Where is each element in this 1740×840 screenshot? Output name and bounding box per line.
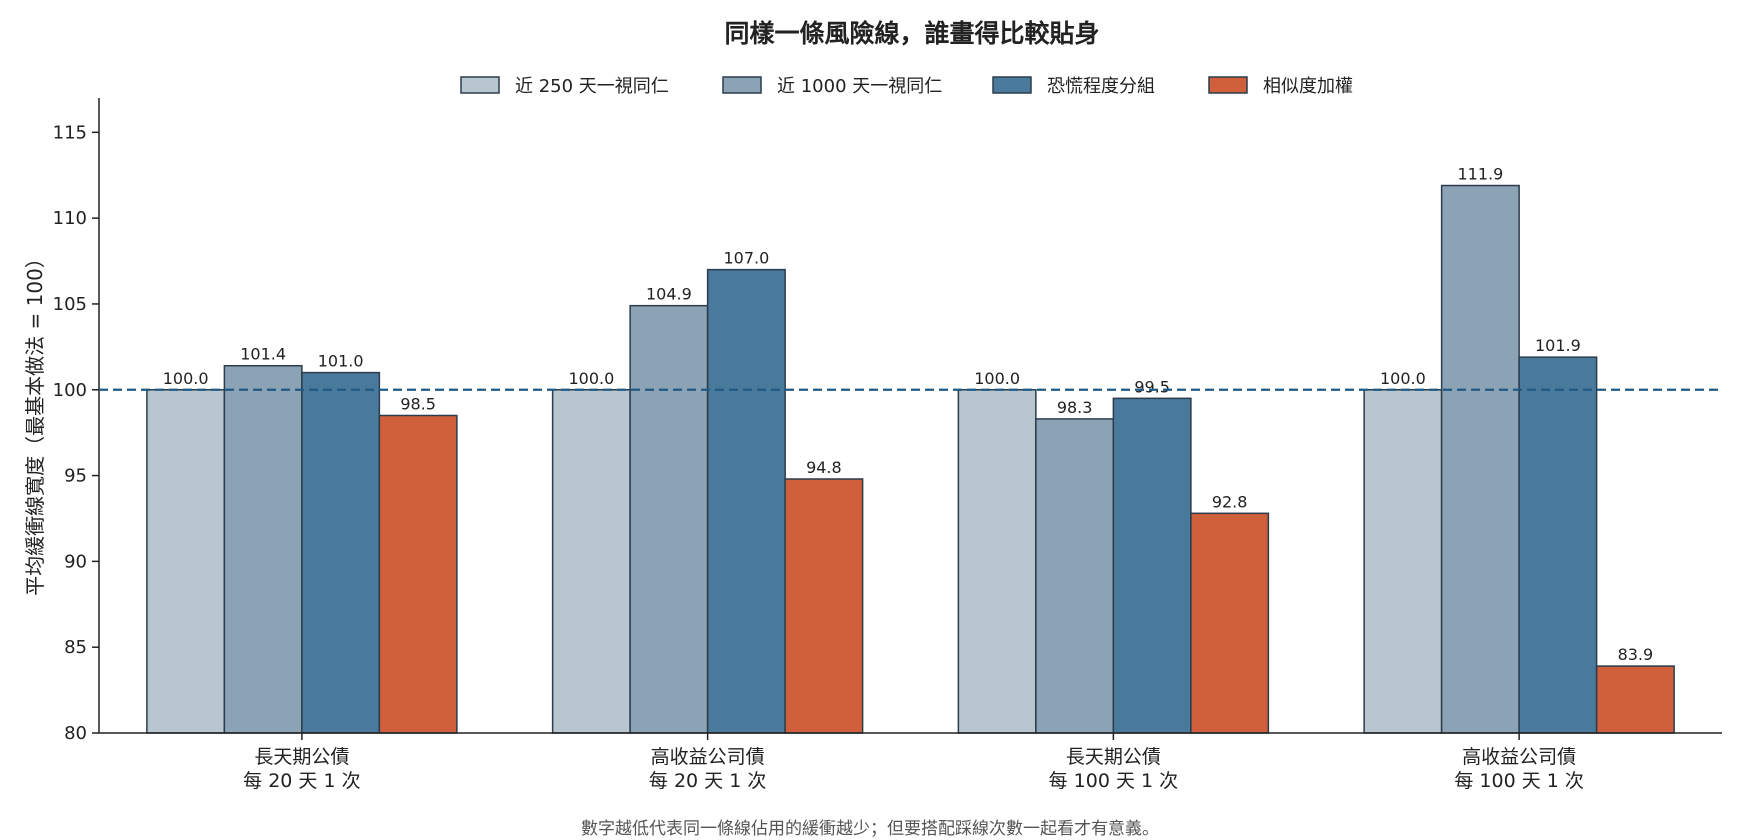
x-tick-label: 每 100 天 1 次 [1454,770,1584,792]
y-axis-title: 平均緩衝線寬度（最基本做法 = 100） [23,248,47,596]
bar-value-label: 83.9 [1618,645,1654,664]
legend: 近 250 天一視同仁 近 1000 天一視同仁 恐慌程度分組 相似度加權 [460,76,1353,97]
legend-label: 相似度加權 [1263,76,1353,97]
bar-value-label: 107.0 [723,249,769,268]
x-tick-label: 高收益公司債 [1462,746,1576,768]
legend-swatch [992,76,1032,94]
bar [1363,389,1443,734]
bar-labels: 100.0 101.4 101.0 98.5 100.0 104.9 107.0 94.8 10… [163,165,1653,665]
bar-value-label: 94.8 [806,458,842,477]
bar [378,414,458,734]
bar [223,364,303,734]
bar [629,304,709,734]
y-tick-label: 110 [53,208,87,229]
chart-title: 同樣一條風險線，誰畫得比較貼身 [724,19,1099,48]
legend-swatch [722,76,762,94]
y-tick-label: 95 [64,466,87,487]
x-tick-label: 每 100 天 1 次 [1049,770,1179,792]
bar [706,268,786,734]
bar-value-label: 100.0 [974,369,1020,388]
bar-value-label: 111.9 [1457,165,1503,184]
bar-value-label: 100.0 [163,369,209,388]
legend-label: 近 250 天一視同仁 [515,76,669,97]
y-axis: 80 85 90 95 100 105 110 115 [53,98,100,744]
y-tick-label: 85 [64,637,87,658]
legend-swatch [1208,76,1248,94]
bar-value-label: 101.9 [1535,336,1581,355]
bar [784,478,864,734]
bar-value-label: 99.5 [1134,377,1170,396]
bar [146,389,226,734]
x-tick-label: 每 20 天 1 次 [243,770,360,792]
y-tick-label: 105 [53,294,87,315]
footnote: 數字越低代表同一條線佔用的緩衝越少；但要搭配踩線次數一起看才有意義。 [581,819,1159,839]
bar [1190,512,1270,734]
y-tick-label: 90 [64,551,87,572]
bar-value-label: 101.0 [318,352,364,371]
bar-value-label: 92.8 [1212,492,1248,511]
x-tick-label: 每 20 天 1 次 [649,770,766,792]
x-tick-label: 長天期公債 [1066,746,1161,768]
legend-label: 恐慌程度分組 [1047,76,1155,97]
x-tick-label: 長天期公債 [254,746,349,768]
bar [1518,356,1598,734]
y-tick-label: 115 [53,122,87,143]
bar [1035,418,1115,734]
bar-value-label: 100.0 [1380,369,1426,388]
bar [1112,397,1192,734]
bar-value-label: 98.3 [1057,398,1093,417]
bar [551,389,631,734]
legend-swatch [460,76,500,94]
bar-value-label: 104.9 [646,285,692,304]
bar-value-label: 101.4 [240,345,286,364]
bar-value-label: 98.5 [400,395,436,414]
legend-label: 近 1000 天一視同仁 [777,76,942,97]
bar-value-label: 100.0 [568,369,614,388]
bar [1595,665,1675,734]
bar [957,389,1037,734]
x-tick-label: 高收益公司債 [651,746,765,768]
y-tick-label: 80 [64,723,87,744]
bar [301,371,381,734]
bars [146,184,1675,734]
bar [1440,184,1520,734]
y-tick-label: 100 [53,380,87,401]
